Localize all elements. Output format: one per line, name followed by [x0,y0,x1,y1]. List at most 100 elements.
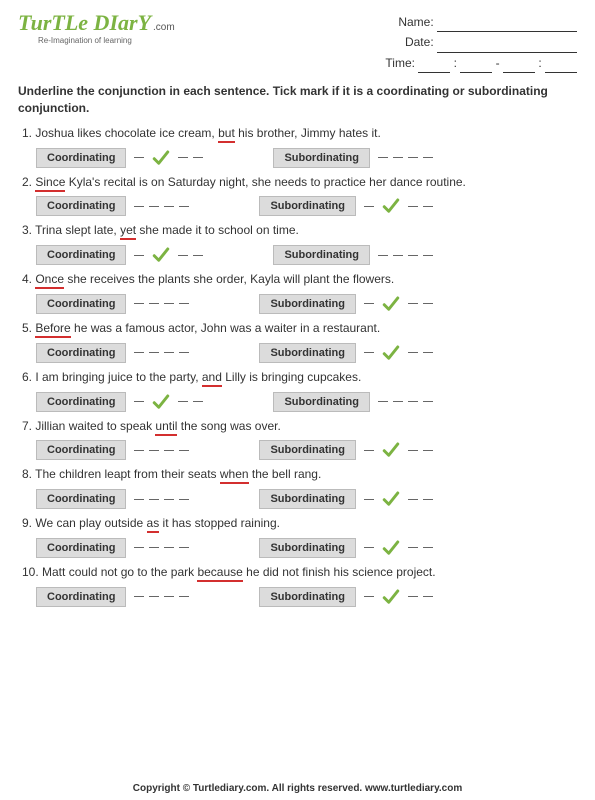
answer-dashes [364,197,433,215]
question: 7. Jillian waited to speak until the son… [18,418,577,461]
question: 2. Since Kyla's recital is on Saturday n… [18,174,577,217]
tick-icon [381,588,401,606]
answer-row: Coordinating Subordinating [36,148,577,168]
question-text: 3. Trina slept late, yet she made it to … [22,222,577,239]
time-blank[interactable] [503,61,535,73]
answer-row: Coordinating Subordinating [36,343,577,363]
logo-tagline: Re-Imagination of learning [38,36,198,45]
answer-dashes [364,539,433,557]
time-label: Time: [385,56,415,70]
coordinating-button[interactable]: Coordinating [36,538,126,558]
time-blank[interactable] [460,61,492,73]
subordinating-button[interactable]: Subordinating [259,294,356,314]
subordinating-button[interactable]: Subordinating [273,392,370,412]
conjunction-underline: and [202,370,222,387]
conjunction-underline: but [218,126,235,143]
coordinating-button[interactable]: Coordinating [36,440,126,460]
logo-text: TurTLe DIarY [18,10,151,35]
question: 1. Joshua likes chocolate ice cream, but… [18,125,577,168]
date-label: Date: [405,35,434,49]
subordinating-button[interactable]: Subordinating [259,343,356,363]
subordinating-button[interactable]: Subordinating [273,148,370,168]
time-blank[interactable] [418,61,450,73]
date-blank[interactable] [437,41,577,53]
answer-dashes [134,303,189,304]
conjunction-underline: Before [35,321,70,338]
answer-dashes [134,450,189,451]
meta-block: Name: Date: Time: : - : [385,12,577,73]
answer-dashes [134,499,189,500]
answer-dashes [364,588,433,606]
answer-dashes [134,393,203,411]
coordinating-button[interactable]: Coordinating [36,489,126,509]
answer-dashes [134,206,189,207]
name-label: Name: [398,15,433,29]
coordinating-button[interactable]: Coordinating [36,587,126,607]
time-blank[interactable] [545,61,577,73]
subordinating-button[interactable]: Subordinating [259,538,356,558]
coordinating-button[interactable]: Coordinating [36,294,126,314]
question: 8. The children leapt from their seats w… [18,466,577,509]
subordinating-button[interactable]: Subordinating [259,489,356,509]
conjunction-underline: when [220,467,249,484]
instructions: Underline the conjunction in each senten… [18,83,577,117]
tick-icon [381,197,401,215]
header: TurTLe DIarY.com Re-Imagination of learn… [18,12,577,73]
footer: Copyright © Turtlediary.com. All rights … [0,783,595,794]
subordinating-button[interactable]: Subordinating [259,196,356,216]
tick-icon [381,441,401,459]
name-blank[interactable] [437,20,577,32]
question-text: 10. Matt could not go to the park becaus… [22,564,577,581]
answer-dashes [364,295,433,313]
answer-row: Coordinating Subordinating [36,440,577,460]
logo: TurTLe DIarY.com Re-Imagination of learn… [18,12,198,73]
coordinating-button[interactable]: Coordinating [36,343,126,363]
answer-dashes [364,344,433,362]
subordinating-button[interactable]: Subordinating [259,587,356,607]
tick-icon [381,539,401,557]
answer-dashes [364,490,433,508]
question: 9. We can play outside as it has stopped… [18,515,577,558]
answer-row: Coordinating Subordinating [36,196,577,216]
answer-dashes [134,352,189,353]
answer-row: Coordinating Subordinating [36,489,577,509]
question-text: 4. Once she receives the plants she orde… [22,271,577,288]
question-text: 5. Before he was a famous actor, John wa… [22,320,577,337]
answer-row: Coordinating Subordinating [36,392,577,412]
answer-dashes [378,255,433,256]
coordinating-button[interactable]: Coordinating [36,196,126,216]
question: 6. I am bringing juice to the party, and… [18,369,577,412]
coordinating-button[interactable]: Coordinating [36,392,126,412]
tick-icon [381,295,401,313]
question: 4. Once she receives the plants she orde… [18,271,577,314]
answer-dashes [134,547,189,548]
question: 10. Matt could not go to the park becaus… [18,564,577,607]
question: 3. Trina slept late, yet she made it to … [18,222,577,265]
conjunction-underline: Since [35,175,65,192]
answer-dashes [378,157,433,158]
answer-dashes [134,149,203,167]
answer-dashes [378,401,433,402]
tick-icon [381,490,401,508]
answer-dashes [134,246,203,264]
conjunction-underline: because [197,565,242,582]
coordinating-button[interactable]: Coordinating [36,245,126,265]
subordinating-button[interactable]: Subordinating [273,245,370,265]
tick-icon [151,149,171,167]
tick-icon [151,393,171,411]
conjunction-underline: as [147,516,160,533]
tick-icon [151,246,171,264]
question-text: 9. We can play outside as it has stopped… [22,515,577,532]
subordinating-button[interactable]: Subordinating [259,440,356,460]
question-list: 1. Joshua likes chocolate ice cream, but… [18,125,577,607]
question-text: 8. The children leapt from their seats w… [22,466,577,483]
question-text: 6. I am bringing juice to the party, and… [22,369,577,386]
conjunction-underline: yet [120,223,136,240]
answer-row: Coordinating Subordinating [36,587,577,607]
answer-row: Coordinating Subordinating [36,245,577,265]
question-text: 7. Jillian waited to speak until the son… [22,418,577,435]
coordinating-button[interactable]: Coordinating [36,148,126,168]
tick-icon [381,344,401,362]
answer-dashes [134,596,189,597]
answer-row: Coordinating Subordinating [36,538,577,558]
